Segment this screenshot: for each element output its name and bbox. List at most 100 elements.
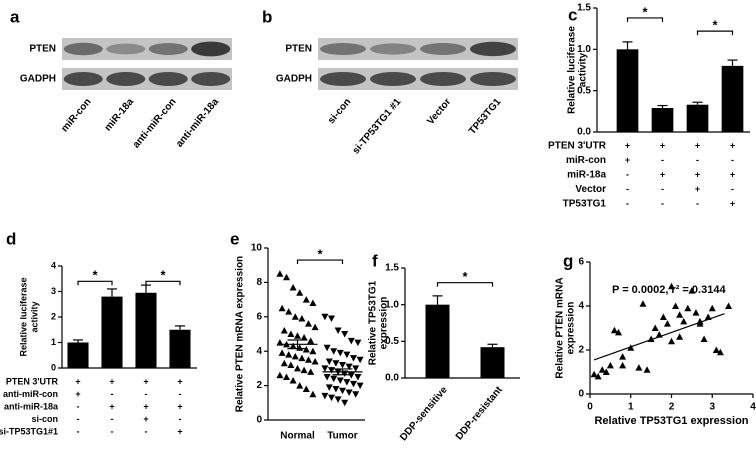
data-point xyxy=(668,337,675,345)
data-point xyxy=(289,284,297,291)
blot-strip xyxy=(62,38,232,60)
y-tick-label: 3 xyxy=(51,286,56,296)
data-point xyxy=(302,345,310,353)
blot-row-label: PTEN xyxy=(29,44,56,55)
condition-label: anti-miR-con xyxy=(3,389,58,399)
data-point xyxy=(309,347,317,355)
condition-sign: - xyxy=(145,389,148,399)
condition-sign: + xyxy=(695,169,700,179)
data-point xyxy=(287,361,295,368)
condition-sign: - xyxy=(731,155,734,165)
data-point xyxy=(276,371,284,379)
data-point xyxy=(302,296,310,303)
lane-label: anti-miR-con xyxy=(131,97,179,151)
x-tick-label: DDP-resistant xyxy=(454,384,505,442)
significance-bracket xyxy=(77,280,113,286)
bar xyxy=(135,292,157,368)
data-point xyxy=(700,335,708,342)
panel-label: e xyxy=(230,229,239,248)
data-point xyxy=(354,374,362,381)
y-axis-label: Relative TP53TG1 xyxy=(368,280,379,365)
x-tick-label: 4 xyxy=(750,402,756,413)
significance-bracket xyxy=(145,280,181,286)
condition-label: Vector xyxy=(575,184,606,195)
data-point xyxy=(350,355,357,362)
y-tick-label: 0.0 xyxy=(577,127,591,138)
significance-bracket xyxy=(626,17,664,22)
data-point xyxy=(345,363,353,371)
data-point xyxy=(332,386,340,393)
condition-label: anti-miR-18a xyxy=(4,401,59,411)
bar xyxy=(101,296,123,368)
data-point xyxy=(321,313,329,321)
y-tick-label: 2 xyxy=(578,345,584,356)
data-point xyxy=(341,399,349,407)
x-tick-label: Normal xyxy=(280,431,315,442)
data-point xyxy=(309,390,317,398)
data-point xyxy=(278,304,286,312)
y-tick-label: 0 xyxy=(578,389,584,400)
condition-label: si-TP53TG1#1 xyxy=(0,426,58,436)
data-point xyxy=(291,313,299,320)
condition-sign: - xyxy=(77,414,80,424)
significance-label: * xyxy=(92,268,98,283)
lane-label: anti-miR-18a xyxy=(174,96,221,149)
condition-label: miR-con xyxy=(566,155,606,166)
data-point xyxy=(354,339,362,347)
data-point xyxy=(325,384,333,391)
significance-label: * xyxy=(642,4,648,19)
data-point xyxy=(627,344,635,351)
panel-label: a xyxy=(10,7,20,26)
condition-label: miR-18a xyxy=(567,170,606,181)
data-point xyxy=(716,348,724,356)
data-point xyxy=(336,349,344,357)
y-tick-label: 1 xyxy=(51,337,56,347)
data-point xyxy=(323,374,331,381)
data-point xyxy=(692,309,700,316)
data-point xyxy=(688,287,696,294)
data-point xyxy=(356,382,364,390)
y-tick-label: 6 xyxy=(578,257,584,268)
data-point xyxy=(334,396,342,403)
condition-sign: - xyxy=(111,389,114,399)
bar xyxy=(651,108,674,132)
condition-sign: + xyxy=(109,401,114,411)
data-point xyxy=(712,346,720,353)
y-tick-label: 10 xyxy=(251,243,263,254)
data-point xyxy=(615,328,623,336)
y-axis-label: Relative luciferase xyxy=(567,26,578,114)
x-tick-label: 0 xyxy=(587,402,593,413)
panel-label: f xyxy=(372,251,378,270)
panel-label: c xyxy=(568,5,577,24)
data-point xyxy=(283,373,290,380)
data-point xyxy=(305,320,312,327)
condition-sign: + xyxy=(143,414,148,424)
data-point xyxy=(602,368,610,375)
y-tick-label: 0.0 xyxy=(385,373,399,384)
data-point xyxy=(684,304,692,312)
blot-band xyxy=(320,43,366,55)
y-tick-label: 0 xyxy=(256,415,262,426)
y-axis-label: expression xyxy=(566,302,577,355)
bar xyxy=(425,304,450,378)
condition-sign: + xyxy=(143,376,148,386)
condition-sign: + xyxy=(660,169,665,179)
blot-band xyxy=(370,43,416,55)
blot-band xyxy=(63,72,103,86)
y-tick-label: 4 xyxy=(51,260,56,270)
panel-label: d xyxy=(6,229,16,248)
data-point xyxy=(300,333,308,341)
y-tick-label: 0.5 xyxy=(577,85,591,96)
panel-label: g xyxy=(563,251,573,270)
x-tick-label: 1 xyxy=(628,402,634,413)
data-point xyxy=(356,356,364,364)
y-tick-label: 8 xyxy=(256,277,262,288)
condition-sign: + xyxy=(75,389,80,399)
bar xyxy=(616,49,639,133)
blot-band xyxy=(470,72,516,86)
data-point xyxy=(347,372,355,379)
significance-bracket xyxy=(296,259,344,265)
data-point xyxy=(339,387,346,395)
data-point xyxy=(296,382,304,389)
data-point xyxy=(321,392,329,400)
